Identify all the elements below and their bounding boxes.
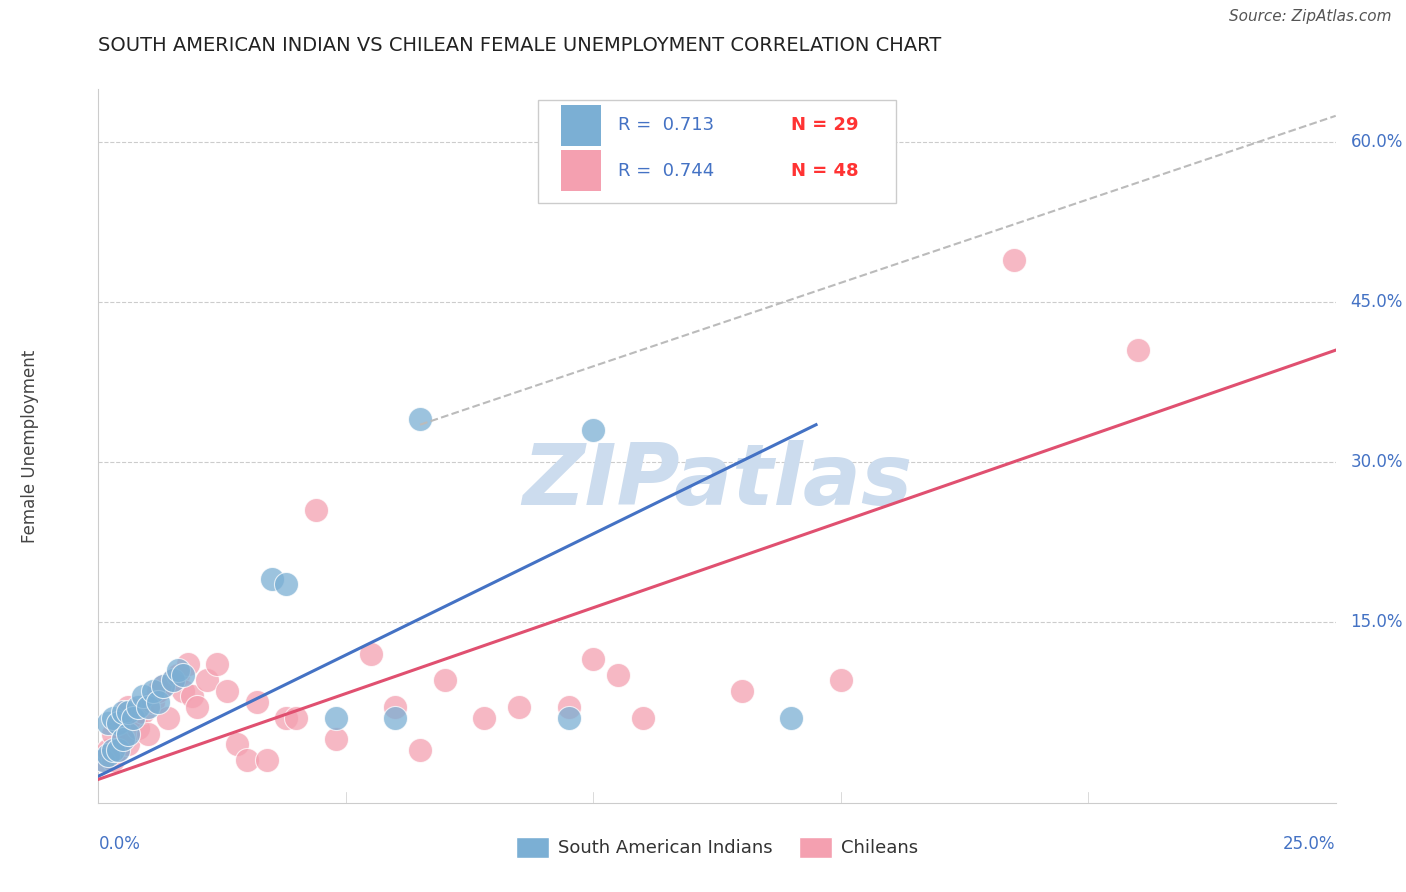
Point [117,726,139,740]
Point [409,412,432,426]
Point [582,652,605,666]
Point [112,706,135,720]
Point [631,710,654,724]
Point [93,753,115,767]
Point [217,684,239,698]
Point [607,668,630,682]
Point [384,700,406,714]
Point [325,731,347,746]
Point [285,710,308,724]
Point [97,747,120,762]
Point [1126,343,1149,358]
Point [156,710,179,724]
Point [1002,252,1025,267]
Point [162,673,184,688]
Point [132,690,155,704]
FancyBboxPatch shape [537,100,897,203]
Point [780,710,803,724]
Point [112,710,135,724]
FancyBboxPatch shape [561,150,600,191]
Point [122,710,145,724]
Point [112,731,135,746]
Text: N = 29: N = 29 [792,116,859,135]
Text: 30.0%: 30.0% [1351,453,1403,471]
Text: ZIPatlas: ZIPatlas [522,440,912,524]
Point [107,742,129,756]
Point [508,700,530,714]
Point [132,706,155,720]
Point [181,690,204,704]
Point [226,737,249,751]
Point [162,673,184,688]
Text: 45.0%: 45.0% [1351,293,1403,311]
Point [409,742,432,756]
Point [136,726,159,740]
Point [557,710,579,724]
Text: Source: ZipAtlas.com: Source: ZipAtlas.com [1229,9,1392,24]
Legend: South American Indians, Chileans: South American Indians, Chileans [509,830,925,865]
Point [107,715,129,730]
Text: Female Unemployment: Female Unemployment [21,350,39,542]
Point [731,684,754,698]
Point [474,710,496,724]
Point [152,679,174,693]
Point [325,710,347,724]
Point [97,742,120,756]
Point [166,668,188,682]
Point [97,715,120,730]
Point [557,700,579,714]
Point [830,673,852,688]
Point [117,700,139,714]
Point [276,710,298,724]
Point [205,657,228,672]
Point [146,684,169,698]
Point [93,753,115,767]
Point [103,753,125,767]
Point [127,721,149,735]
Point [236,753,259,767]
Point [142,684,165,698]
Text: SOUTH AMERICAN INDIAN VS CHILEAN FEMALE UNEMPLOYMENT CORRELATION CHART: SOUTH AMERICAN INDIAN VS CHILEAN FEMALE … [98,36,942,54]
Point [107,742,129,756]
Text: R =  0.713: R = 0.713 [619,116,714,135]
Text: 60.0%: 60.0% [1351,134,1403,152]
Point [112,731,135,746]
Point [117,706,139,720]
Point [136,700,159,714]
Point [305,503,328,517]
Point [186,700,208,714]
Point [166,663,188,677]
Text: 25.0%: 25.0% [1284,835,1336,853]
Point [117,737,139,751]
Point [103,726,125,740]
Text: N = 48: N = 48 [792,161,859,179]
Point [260,572,283,586]
Point [256,753,278,767]
Point [146,695,169,709]
Point [433,673,456,688]
Point [176,657,198,672]
Point [152,679,174,693]
Point [172,668,194,682]
Text: 0.0%: 0.0% [98,835,141,853]
Point [246,695,269,709]
Text: R =  0.744: R = 0.744 [619,161,714,179]
FancyBboxPatch shape [561,105,600,145]
Point [384,710,406,724]
Point [195,673,218,688]
Point [103,710,125,724]
Point [360,647,382,661]
Text: 15.0%: 15.0% [1351,613,1403,631]
Point [103,742,125,756]
Point [122,710,145,724]
Point [172,684,194,698]
Point [127,700,149,714]
Point [276,577,298,591]
Point [142,695,165,709]
Point [582,423,605,437]
